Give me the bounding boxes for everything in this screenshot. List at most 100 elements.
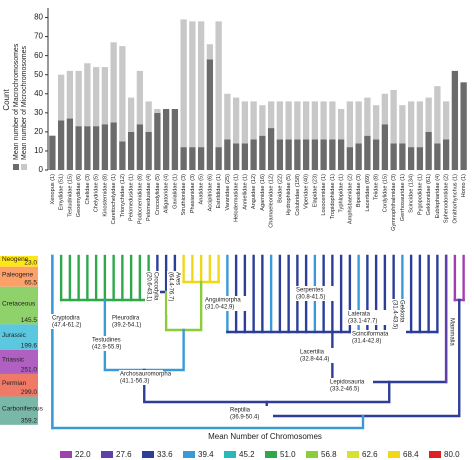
clade-name: Mammalia [448,318,454,346]
y-tick-label: 30 [34,108,43,117]
bar-segment [355,101,362,144]
legend-swatch [224,451,236,458]
period-name: Jurassic [2,332,27,339]
clade-range: (42.9-55.9) [92,345,121,351]
bar-segment [302,139,310,170]
legend-swatch [60,451,72,458]
x-tick-label: Gerrhosauridae (1) [400,174,406,221]
bar-segment [311,101,319,140]
x-tick-label: Agamidae (16) [260,174,266,211]
bar-segment [189,21,196,148]
period-box [0,373,38,397]
bar-segment [232,143,240,170]
clade-name: Cryptodira [52,316,80,322]
legend-swatch [429,451,441,458]
bar-segment [337,139,345,170]
x-tick-label: Phasianidae (3) [190,174,196,213]
clade-range: (31.0-42.9) [205,305,234,311]
period-name: Permian [2,380,27,387]
y-tick-label: 70 [34,32,43,41]
clade-bg [295,286,339,301]
x-tick-label: Podocnemididae (8) [137,174,143,224]
x-tick-label: Amphisbaenidae (2) [347,174,353,224]
period-name: Neogene [2,256,29,263]
legend-label: 80.0 [444,450,460,459]
clade-bg [448,317,456,361]
x-tick-label: Chelidae (3) [85,174,91,205]
legend-swatch [388,451,400,458]
clade-range: (32.8-44.4) [300,357,329,363]
x-tick-label: Viperidae (40) [304,174,310,209]
x-tick-label: Pygopodidae (1) [417,174,423,215]
clade-name: Lacertilia [300,350,325,356]
bar-segment [92,67,100,127]
bar-segment [57,120,65,170]
bar-segment [75,70,82,127]
bar-segment [381,93,389,125]
clade-bg [299,348,343,363]
x-tick-label: Hydrophiidae (5) [286,174,292,215]
period-box [0,256,38,267]
clade-range: (31.4-42.8) [352,339,381,345]
x-tick-label: Xenopus (1) [50,174,56,205]
legend-label: 22.0 [75,450,91,459]
bar-segment [154,112,161,170]
clade-range: (36.9-50.4) [230,415,259,421]
bar-segment [267,128,275,170]
bar-segment [355,143,362,170]
bar-segment [329,139,336,170]
x-tick-label: Pelomedusidae (4) [146,174,152,221]
x-tick-label: Anatidae (5) [199,174,205,205]
y-tick-label: 60 [34,51,43,60]
bar-segment [390,89,397,144]
x-tick-label: Anniellidae (1) [242,174,248,210]
legend-label: 33.6 [157,450,173,459]
bar-segment [311,139,319,170]
x-tick-label: Gavialidae (1) [172,174,178,209]
clade-bg [91,336,135,351]
bar-segment [84,126,91,170]
x-tick-label: Struthionidae (3) [181,174,187,215]
bar-segment [372,139,380,170]
clade-range: (20.6-43.1) [145,272,151,301]
x-tick-label: Tropidophiidae (1) [330,174,336,219]
bar-segment [276,101,284,140]
period-age: 23.0 [24,260,37,267]
bar-segment [425,131,432,170]
clade-bg [329,378,373,393]
bar-segment [215,21,222,148]
bar-segment [75,126,82,170]
bar-segment [180,19,187,148]
period-age: 145.5 [21,317,38,324]
clade-name: Reptilia [230,408,251,414]
bar-segment [145,131,152,170]
period-name: Triassic [2,357,25,364]
bar-segment [259,135,266,170]
bar-segment [49,135,56,170]
clade-bg [204,296,248,311]
clade-bg [119,370,163,385]
x-tick-label: Homo (1) [461,174,467,197]
y-tick-label: 40 [34,89,43,98]
x-tick-label: Kinosternidae (8) [102,174,108,217]
bar-segment [224,139,231,170]
clade-bg [391,299,406,343]
bar-segment [206,44,214,60]
period-age: 359.2 [21,418,38,425]
x-tick-label: Carettochelyidae (1) [111,174,117,225]
bar-segment [136,70,144,125]
bar-segment [390,143,397,170]
bar-segment [197,21,205,148]
y-tick-label: 10 [34,146,43,155]
bar-segment [119,141,126,170]
clade-range: (30.8-41.5) [296,295,325,301]
bar-segment [267,101,275,129]
bar-segment [329,101,336,140]
bar-segment [127,97,135,132]
x-tick-label: Teiidae (8) [374,174,380,200]
period-age: 199.6 [21,343,38,350]
clade-range: (41.1-56.3) [120,379,149,385]
clade-name: Crocodylia [152,272,158,301]
period-age: 251.0 [21,367,38,374]
clade-bg [229,406,273,421]
